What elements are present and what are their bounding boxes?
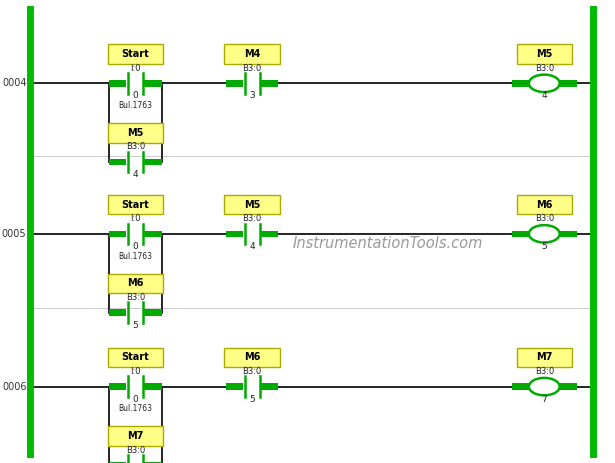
Text: 0006: 0006 <box>2 382 26 392</box>
Text: 7: 7 <box>541 394 547 404</box>
Text: B3:0: B3:0 <box>534 367 554 376</box>
Text: Start: Start <box>121 352 149 363</box>
Text: M5: M5 <box>244 200 260 210</box>
Text: B3:0: B3:0 <box>242 367 262 376</box>
Bar <box>109 80 126 87</box>
Text: I:0: I:0 <box>130 367 141 376</box>
Bar <box>512 383 529 390</box>
Text: Bul.1763: Bul.1763 <box>118 404 153 413</box>
Bar <box>226 80 243 87</box>
FancyBboxPatch shape <box>108 44 163 64</box>
Bar <box>145 309 162 316</box>
Text: B3:0: B3:0 <box>534 214 554 223</box>
FancyBboxPatch shape <box>108 274 163 293</box>
Bar <box>560 383 577 390</box>
FancyBboxPatch shape <box>108 195 163 214</box>
FancyBboxPatch shape <box>517 195 572 214</box>
Text: 4: 4 <box>249 242 255 251</box>
Bar <box>512 80 529 87</box>
FancyBboxPatch shape <box>224 195 280 214</box>
Bar <box>109 462 126 463</box>
Bar <box>109 383 126 390</box>
Text: 0: 0 <box>132 91 138 100</box>
FancyBboxPatch shape <box>224 44 280 64</box>
Text: Start: Start <box>121 49 149 59</box>
Text: 5: 5 <box>541 242 547 251</box>
Bar <box>109 159 126 165</box>
Text: M6: M6 <box>244 352 260 363</box>
Text: M6: M6 <box>536 200 552 210</box>
Text: B3:0: B3:0 <box>125 142 145 151</box>
Text: M5: M5 <box>127 128 143 138</box>
FancyBboxPatch shape <box>108 426 163 446</box>
Bar <box>560 80 577 87</box>
Bar <box>109 231 126 237</box>
FancyBboxPatch shape <box>108 348 163 367</box>
Text: B3:0: B3:0 <box>534 63 554 73</box>
Text: M5: M5 <box>536 49 552 59</box>
Bar <box>145 231 162 237</box>
Text: 0: 0 <box>132 242 138 251</box>
Text: B3:0: B3:0 <box>125 293 145 302</box>
Bar <box>145 383 162 390</box>
Text: I:0: I:0 <box>130 214 141 223</box>
Text: 0004: 0004 <box>2 78 26 88</box>
Bar <box>226 231 243 237</box>
Text: 0: 0 <box>132 394 138 404</box>
Bar <box>226 383 243 390</box>
Text: M7: M7 <box>127 431 143 441</box>
Bar <box>261 80 279 87</box>
Text: 4: 4 <box>132 170 138 179</box>
Text: 4: 4 <box>541 91 547 100</box>
Bar <box>145 462 162 463</box>
Bar <box>109 309 126 316</box>
Text: Bul.1763: Bul.1763 <box>118 101 153 110</box>
Text: 0005: 0005 <box>2 229 26 239</box>
Text: B3:0: B3:0 <box>242 63 262 73</box>
FancyBboxPatch shape <box>517 44 572 64</box>
Text: InstrumentationTools.com: InstrumentationTools.com <box>292 236 483 250</box>
Bar <box>560 231 577 237</box>
Bar <box>145 80 162 87</box>
Text: I:0: I:0 <box>130 63 141 73</box>
Text: M7: M7 <box>536 352 552 363</box>
Text: 5: 5 <box>132 320 138 330</box>
Text: 5: 5 <box>249 394 255 404</box>
Bar <box>261 231 279 237</box>
Bar <box>145 159 162 165</box>
Text: Start: Start <box>121 200 149 210</box>
FancyBboxPatch shape <box>224 348 280 367</box>
FancyBboxPatch shape <box>108 123 163 143</box>
Text: M4: M4 <box>244 49 260 59</box>
Text: M6: M6 <box>127 278 143 288</box>
Bar <box>512 231 529 237</box>
Text: Bul.1763: Bul.1763 <box>118 251 153 261</box>
Text: B3:0: B3:0 <box>125 445 145 455</box>
FancyBboxPatch shape <box>517 348 572 367</box>
Text: 3: 3 <box>249 91 255 100</box>
Text: B3:0: B3:0 <box>242 214 262 223</box>
Bar <box>261 383 279 390</box>
